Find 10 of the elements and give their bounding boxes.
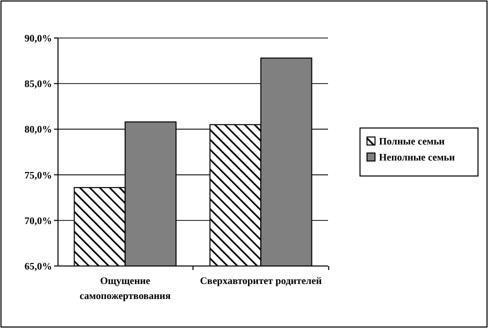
legend-label: Полные семьи [379, 136, 445, 148]
y-tick-label: 70,0% [24, 216, 52, 227]
y-tick-label: 90,0% [24, 34, 52, 44]
x-tick-label: Сверхавторитет родителей [200, 276, 322, 287]
x-tick-label: Ощущение самопожертвования [80, 276, 172, 302]
legend-label: Неполные семьи [379, 152, 456, 164]
y-tick-label: 80,0% [24, 124, 52, 136]
y-tick-label: 85,0% [24, 79, 52, 90]
y-tick-label: 75,0% [24, 170, 52, 182]
y-tick-label: 65,0% [24, 262, 52, 272]
